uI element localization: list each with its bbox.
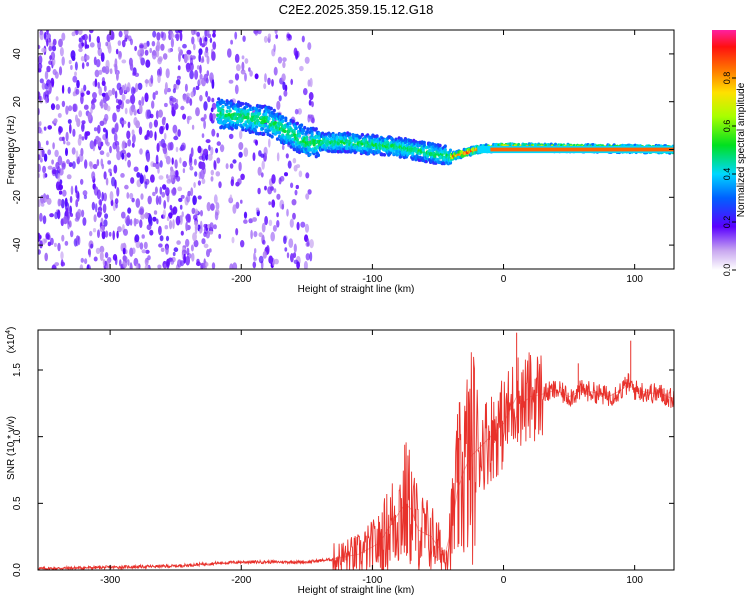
spectrogram-y-label: Frequency (Hz) — [6, 116, 17, 185]
snr-x-tick-label: 100 — [626, 575, 643, 586]
snr-scale-note: (x104) — [5, 327, 17, 354]
spectrogram-y-tick-label: -20 — [12, 190, 23, 205]
colorbar-tick-label: 0.8 — [722, 72, 732, 85]
snr-series-noise — [38, 352, 674, 570]
snr-frame — [37, 329, 675, 571]
colorbar-tick-label: 0.6 — [722, 120, 732, 133]
colorbar: 0.0 0.2 0.4 0.6 0.8 Normalized spectral ampl… — [712, 30, 747, 276]
snr-y-label: SNR (10 * v/v) — [6, 416, 17, 480]
spectrogram-y-tick-label: -40 — [12, 237, 23, 252]
colorbar-tick-label: 0.2 — [722, 216, 732, 229]
snr-y-ticks: 0.0 0.5 1.0 1.5 — [12, 363, 674, 577]
snr-y-tick-label: 0.5 — [12, 496, 23, 510]
colorbar-tick-label: 0.4 — [722, 168, 732, 181]
spectrogram-x-tick-label: -200 — [231, 274, 251, 285]
colorbar-label: Normalized spectral amplitude — [736, 82, 747, 217]
snr-series-line — [38, 382, 674, 570]
spectrogram-x-label: Height of straight line (km) — [298, 284, 415, 295]
snr-y-tick-label: 0.0 — [12, 563, 23, 577]
snr-x-label: Height of straight line (km) — [298, 585, 415, 596]
snr-x-tick-label: -300 — [100, 575, 120, 586]
figure-title: C2E2.2025.359.15.12.G18 — [279, 2, 434, 17]
spectrogram-y-tick-label: 20 — [12, 96, 23, 108]
spectrogram-image — [38, 30, 674, 269]
spectrogram-y-tick-label: 0 — [12, 146, 23, 152]
snr-scale-close: ) — [6, 327, 17, 330]
colorbar-ticks: 0.0 0.2 0.4 0.6 0.8 — [722, 72, 736, 277]
spectrogram-x-ticks: -300 -200 -100 0 100 — [100, 30, 643, 285]
colorbar-gradient — [712, 30, 736, 270]
spectrogram-y-ticks: -40 -20 0 20 40 — [12, 48, 674, 252]
spectrogram-x-tick-label: 100 — [626, 274, 643, 285]
snr-x-ticks: -300 -200 -100 0 100 — [100, 330, 643, 586]
snr-y-tick-label: 1.5 — [12, 363, 23, 377]
snr-scale-exp: 4 — [5, 330, 12, 334]
snr-x-tick-label: -200 — [231, 575, 251, 586]
spectrogram-x-tick-label: -100 — [362, 274, 382, 285]
snr-plot-area — [38, 332, 674, 570]
spectrogram-y-tick-label: 40 — [12, 48, 23, 60]
snr-y-tick-label: 1.0 — [12, 429, 23, 443]
svg-text:(x104): (x104) — [5, 327, 17, 354]
colorbar-tick-label: 0.0 — [722, 264, 732, 277]
snr-x-tick-label: -100 — [362, 575, 382, 586]
snr-panel: -300 -200 -100 0 100 0.0 0.5 1.0 1.5 Height of … — [5, 327, 675, 596]
spectrogram-x-tick-label: -300 — [100, 274, 120, 285]
spectrogram-x-tick-label: 0 — [501, 274, 507, 285]
snr-x-tick-label: 0 — [501, 575, 507, 586]
snr-scale-base: (x10 — [6, 333, 17, 353]
